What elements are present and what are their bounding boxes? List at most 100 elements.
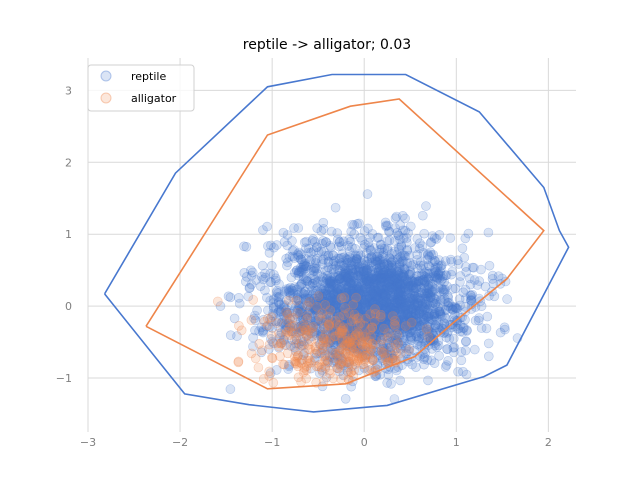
reptile-point	[290, 346, 301, 356]
reptile-point	[365, 318, 375, 328]
alligator-point	[352, 313, 362, 324]
reptile-point	[274, 291, 285, 302]
reptile-point	[248, 341, 258, 352]
reptile-point	[429, 358, 440, 369]
reptile-point	[404, 346, 414, 357]
reptile-point	[383, 285, 394, 296]
reptile-point	[454, 294, 465, 304]
reptile-point	[351, 327, 362, 338]
reptile-point	[326, 322, 337, 333]
reptile-point	[389, 246, 400, 257]
reptile-point	[461, 336, 471, 347]
reptile-point	[341, 328, 352, 338]
alligator-point	[304, 297, 315, 307]
reptile-point	[385, 300, 395, 310]
reptile-point	[387, 290, 398, 301]
reptile-point	[450, 302, 461, 313]
reptile-point	[369, 274, 380, 284]
reptile-point	[317, 271, 327, 282]
reptile-point	[395, 320, 406, 331]
reptile-point	[389, 303, 400, 314]
reptile-point	[389, 279, 400, 290]
reptile-point	[346, 279, 357, 290]
reptile-point	[389, 271, 399, 282]
reptile-point	[402, 298, 412, 309]
reptile-point	[319, 283, 329, 294]
legend-marker-alligator	[100, 92, 112, 104]
reptile-point	[335, 260, 345, 271]
reptile-point	[367, 288, 378, 299]
reptile-point	[358, 263, 368, 273]
reptile-point	[461, 336, 471, 347]
reptile-point	[361, 287, 372, 298]
reptile-point	[411, 327, 421, 338]
reptile-point	[351, 265, 362, 276]
reptile-point	[370, 339, 381, 349]
reptile-point	[405, 280, 416, 291]
reptile-point	[315, 329, 326, 340]
reptile-point	[464, 273, 475, 284]
reptile-point	[379, 276, 390, 286]
reptile-point	[431, 315, 442, 326]
reptile-point	[387, 319, 398, 329]
reptile-point	[342, 330, 353, 341]
reptile-point	[361, 306, 372, 317]
reptile-point	[326, 264, 337, 275]
reptile-point	[335, 359, 345, 370]
reptile-point	[385, 291, 396, 302]
reptile-point	[376, 265, 387, 276]
reptile-point	[405, 315, 415, 325]
reptile-point	[428, 303, 438, 314]
reptile-point	[380, 266, 391, 277]
reptile-point	[419, 280, 430, 291]
reptile-point	[417, 330, 427, 341]
reptile-point	[340, 290, 350, 301]
reptile-point	[374, 245, 385, 255]
reptile-point	[376, 272, 386, 283]
reptile-point	[336, 352, 346, 363]
reptile-point	[359, 345, 369, 355]
reptile-point	[353, 348, 363, 358]
reptile-point	[342, 297, 353, 308]
reptile-point	[338, 299, 349, 310]
reptile-point	[365, 307, 376, 318]
reptile-point	[365, 246, 376, 256]
reptile-point	[331, 279, 342, 289]
reptile-point	[379, 306, 390, 317]
reptile-point	[415, 296, 426, 307]
reptile-point	[347, 309, 358, 320]
reptile-point	[352, 309, 362, 320]
reptile-point	[423, 311, 434, 322]
alligator-point	[375, 309, 386, 320]
reptile-point	[373, 266, 384, 277]
reptile-point	[293, 223, 304, 233]
reptile-point	[378, 247, 389, 258]
reptile-point	[427, 231, 438, 241]
reptile-point	[349, 291, 360, 301]
reptile-point	[350, 294, 361, 305]
reptile-point	[223, 291, 234, 302]
reptile-point	[336, 291, 347, 302]
reptile-point	[273, 292, 284, 303]
reptile-point	[353, 270, 363, 281]
reptile-point	[334, 316, 344, 326]
reptile-point	[346, 278, 357, 288]
reptile-point	[296, 304, 306, 315]
reptile-point	[353, 249, 364, 259]
reptile-point	[394, 295, 404, 306]
reptile-point	[343, 302, 354, 312]
reptile-point	[317, 284, 328, 295]
reptile-point	[355, 273, 365, 284]
reptile-point	[354, 320, 365, 331]
reptile-point	[342, 273, 353, 283]
reptile-point	[408, 259, 419, 270]
reptile-point	[421, 326, 432, 336]
reptile-point	[255, 281, 266, 292]
reptile-point	[455, 277, 465, 287]
reptile-point	[301, 292, 311, 303]
reptile-point	[469, 275, 480, 285]
reptile-point	[382, 245, 393, 256]
alligator-point	[421, 324, 432, 334]
reptile-point	[327, 278, 337, 289]
reptile-point	[435, 306, 446, 317]
